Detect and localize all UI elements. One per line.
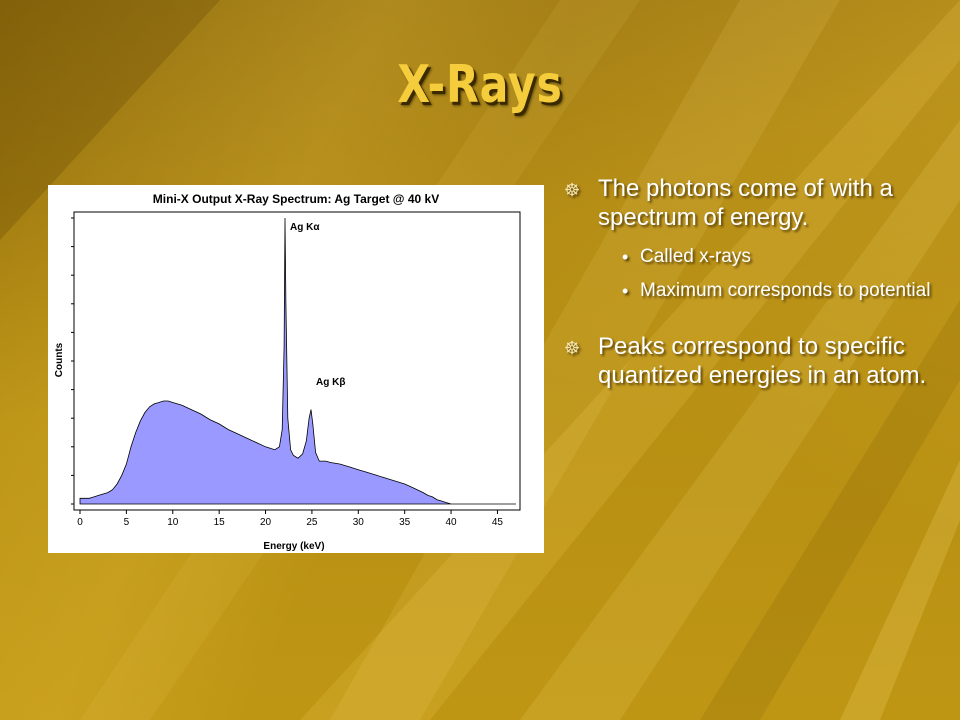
- chart-svg: Mini-X Output X-Ray Spectrum: Ag Target …: [54, 192, 521, 552]
- x-tick-label: 15: [214, 517, 226, 528]
- x-tick-label: 45: [492, 517, 504, 528]
- x-tick-label: 10: [167, 517, 179, 528]
- x-tick-label: 20: [260, 517, 272, 528]
- x-tick-label: 40: [446, 517, 458, 528]
- chart-title: Mini-X Output X-Ray Spectrum: Ag Target …: [153, 192, 439, 206]
- bullet-2-text: Peaks correspond to specific quantized e…: [598, 333, 927, 389]
- slide-title: X-Rays: [397, 55, 563, 115]
- sub-bullet-1-text: Called x-rays: [640, 246, 751, 267]
- dot-icon: •: [622, 281, 629, 301]
- y-axis-label: Counts: [54, 342, 65, 377]
- x-tick-label: 25: [306, 517, 318, 528]
- x-tick-label: 5: [124, 517, 130, 528]
- x-tick-label: 35: [399, 517, 411, 528]
- sub-bullet-1: • Called x-rays: [562, 246, 942, 268]
- bullet-1-text: The photons come of with a spectrum of e…: [598, 175, 893, 231]
- bullet-1: ☸ The photons come of with a spectrum of…: [562, 174, 942, 232]
- x-tick-label: 0: [77, 517, 83, 528]
- x-axis-label: Energy (keV): [263, 541, 324, 552]
- x-tick-label: 30: [353, 517, 365, 528]
- bullet-2: ☸ Peaks correspond to specific quantized…: [562, 332, 942, 390]
- bullet-1-sublist: • Called x-rays • Maximum corresponds to…: [562, 246, 942, 302]
- ag-k-alpha-label: Ag Kα: [290, 222, 320, 233]
- dot-icon: •: [622, 247, 629, 267]
- spectrum-area: [79, 217, 516, 505]
- ag-k-beta-label: Ag Kβ: [316, 377, 345, 388]
- sub-bullet-2: • Maximum corresponds to potential: [562, 280, 942, 302]
- spectrum-chart: Mini-X Output X-Ray Spectrum: Ag Target …: [48, 185, 544, 553]
- ship-wheel-icon: ☸: [564, 180, 581, 200]
- sub-bullet-2-text: Maximum corresponds to potential: [640, 280, 931, 301]
- ship-wheel-icon: ☸: [564, 338, 581, 358]
- bullet-content: ☸ The photons come of with a spectrum of…: [562, 174, 942, 404]
